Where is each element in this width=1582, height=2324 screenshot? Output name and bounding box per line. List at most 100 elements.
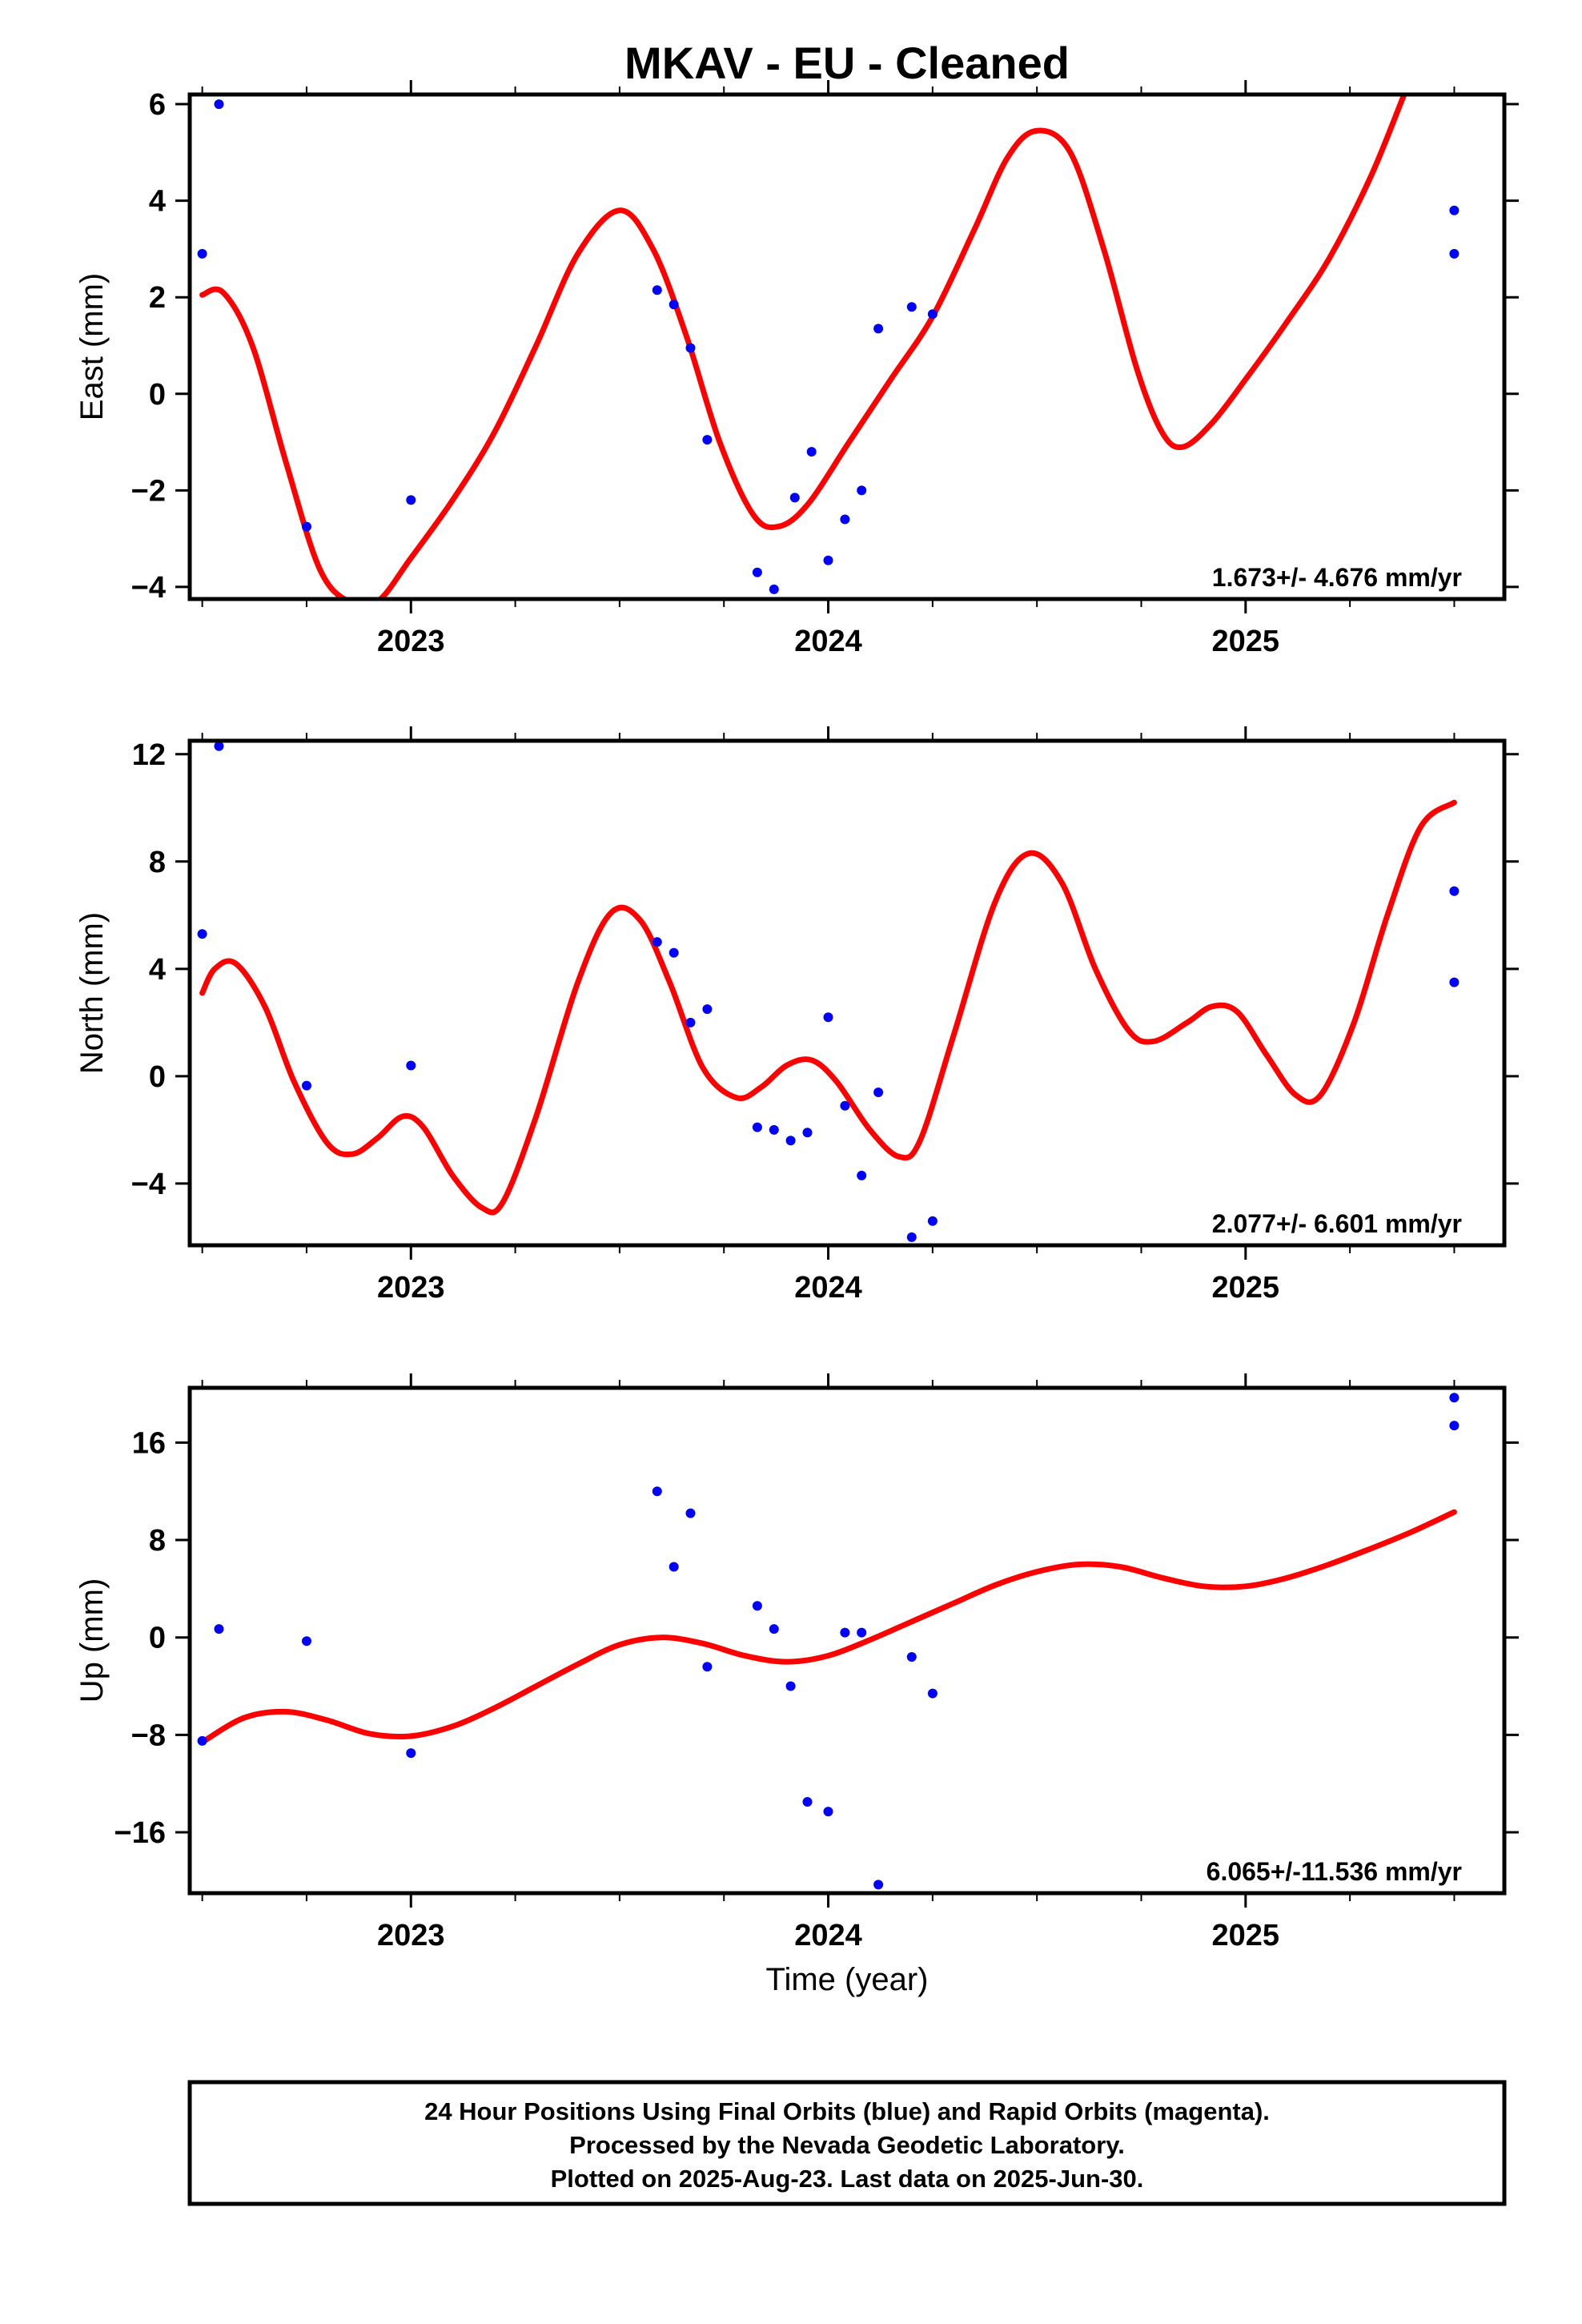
up-y-axis-label: Up (mm) <box>74 1578 110 1703</box>
up-data-point <box>685 1508 696 1518</box>
east-data-point <box>1449 205 1460 215</box>
east-data-point <box>857 485 867 496</box>
east-data-point <box>1449 248 1460 259</box>
east-data-point <box>823 555 833 565</box>
up-x-tick-label: 2024 <box>794 1919 862 1952</box>
north-y-tick-label: 4 <box>149 953 166 987</box>
north-panel: 2023 2024 2025 −4 0 4 8 12 North (mm) 2.077+/- 6.… <box>74 726 1519 1305</box>
footer-line-1: 24 Hour Positions Using Final Orbits (bl… <box>424 2097 1270 2125</box>
east-y-tick-label: 0 <box>149 378 166 412</box>
east-data-point <box>214 99 224 110</box>
north-data-point <box>1449 977 1460 987</box>
north-y-tick-label: 0 <box>149 1060 166 1094</box>
east-data-point <box>702 435 713 445</box>
east-x-tick-label: 2024 <box>794 625 862 658</box>
north-data-point <box>873 1088 884 1097</box>
north-data-point <box>906 1232 917 1242</box>
east-data-point <box>652 285 662 296</box>
up-y-tick-label: −8 <box>131 1719 166 1752</box>
up-data-point <box>840 1627 850 1638</box>
north-data-point <box>302 1080 311 1091</box>
east-data-point <box>406 495 416 505</box>
up-y-tick-label: 16 <box>132 1426 166 1460</box>
up-data-point <box>652 1486 662 1497</box>
up-data-point <box>769 1624 779 1634</box>
north-data-point <box>702 1004 713 1015</box>
east-y-tick-label: −2 <box>131 474 166 508</box>
east-x-tick-label: 2023 <box>377 625 445 658</box>
east-data-point <box>789 493 800 503</box>
up-panel: 2023 2024 2025 −16 −8 0 8 16 Up (mm) 6.065+/-11.5… <box>74 1373 1519 1952</box>
up-data-point <box>1449 1421 1460 1431</box>
east-data-point <box>302 521 311 532</box>
east-y-tick-label: 2 <box>149 281 166 315</box>
east-data-point <box>840 514 850 525</box>
north-data-point <box>685 1017 696 1027</box>
up-data-point <box>752 1601 762 1611</box>
north-y-tick-label: −4 <box>131 1168 166 1201</box>
up-plot-frame <box>187 1385 1507 1896</box>
up-data-point <box>823 1807 833 1817</box>
up-data-point <box>927 1688 938 1699</box>
up-y-tick-label: 8 <box>149 1524 166 1558</box>
east-rate-label: 1.673+/- 4.676 mm/yr <box>1212 563 1462 592</box>
east-data-point <box>769 584 779 594</box>
up-data-point <box>302 1636 311 1647</box>
east-data-point <box>927 309 938 320</box>
east-data-point <box>685 343 696 353</box>
up-data-point <box>873 1880 884 1890</box>
up-data-point <box>857 1627 867 1638</box>
up-data-point <box>197 1735 207 1746</box>
east-panel: 2023 2024 2025 −4 −2 0 2 4 6 East (mm) 1.673+/- 4.… <box>74 80 1519 658</box>
north-data-point <box>197 929 207 939</box>
north-data-point <box>1449 886 1460 896</box>
north-data-point <box>769 1124 779 1135</box>
north-x-tick-label: 2024 <box>794 1271 862 1305</box>
up-data-point <box>785 1681 796 1691</box>
chart-title: MKAV - EU - Cleaned <box>624 38 1070 88</box>
north-y-axis-label: North (mm) <box>74 912 110 1074</box>
north-data-point <box>840 1100 850 1111</box>
north-fit-curve <box>199 799 1457 1216</box>
up-data-point <box>406 1748 416 1759</box>
x-axis-label: Time (year) <box>766 1962 929 1997</box>
up-rate-label: 6.065+/-11.536 mm/yr <box>1207 1857 1462 1886</box>
east-data-point <box>752 567 762 577</box>
east-data-point <box>906 302 917 312</box>
north-y-tick-label: 12 <box>132 738 166 772</box>
north-data-point <box>752 1122 762 1132</box>
north-data-point <box>214 741 224 751</box>
east-data-point <box>669 300 679 310</box>
up-y-tick-label: −16 <box>114 1816 166 1850</box>
up-data-point <box>1449 1393 1460 1403</box>
up-data-point <box>802 1797 813 1807</box>
east-data-point <box>806 447 817 457</box>
footer-frame <box>187 2080 1507 2206</box>
up-fit-curve <box>199 1509 1457 1745</box>
north-data-point <box>669 947 679 958</box>
east-data-point <box>197 248 207 259</box>
north-data-point <box>785 1136 796 1146</box>
up-data-point <box>906 1652 917 1662</box>
footer-box: 24 Hour Positions Using Final Orbits (bl… <box>187 2080 1507 2206</box>
up-data-point <box>669 1562 679 1572</box>
footer-line-3: Plotted on 2025-Aug-23. Last data on 202… <box>551 2165 1144 2193</box>
north-data-point <box>652 937 662 947</box>
north-data-point <box>802 1128 813 1138</box>
north-data-point <box>406 1060 416 1071</box>
up-x-tick-label: 2023 <box>377 1919 445 1952</box>
north-y-tick-label: 8 <box>149 846 166 879</box>
east-y-tick-label: 6 <box>149 88 166 122</box>
north-data-point <box>927 1216 938 1226</box>
east-plot-frame <box>187 92 1507 601</box>
up-y-tick-label: 0 <box>149 1622 166 1655</box>
north-data-point <box>857 1170 867 1180</box>
north-x-tick-label: 2025 <box>1212 1271 1280 1305</box>
east-fit-curve <box>199 94 1407 599</box>
up-data-point <box>214 1624 224 1634</box>
east-x-tick-label: 2025 <box>1212 625 1280 658</box>
east-y-axis-label: East (mm) <box>74 273 110 420</box>
east-y-tick-label: 4 <box>149 185 166 219</box>
up-x-tick-label: 2025 <box>1212 1919 1280 1952</box>
